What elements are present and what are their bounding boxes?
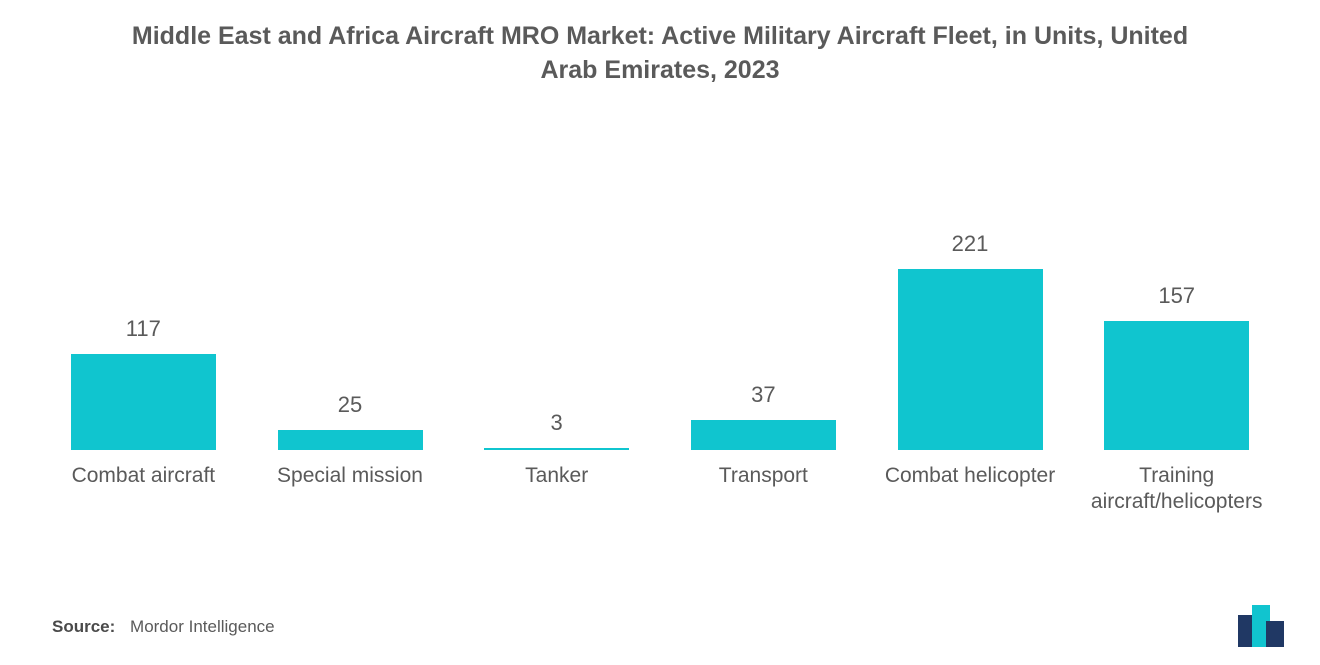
chart-title: Middle East and Africa Aircraft MRO Mark… (0, 0, 1320, 88)
bar-value-label: 157 (1158, 283, 1195, 309)
bar-slot: 157 (1083, 283, 1270, 450)
x-axis-label: Combat aircraft (50, 455, 237, 540)
chart-area: 117 25 3 37 221 157 Combat aircraft Spec… (40, 140, 1280, 540)
bar-rect (71, 354, 216, 450)
x-axis-label: Combat helicopter (877, 455, 1064, 540)
bars-container: 117 25 3 37 221 157 (40, 150, 1280, 450)
bar-value-label: 25 (338, 392, 362, 418)
bar-slot: 3 (463, 410, 650, 450)
x-axis-labels: Combat aircraft Special mission Tanker T… (40, 455, 1280, 540)
bar-rect (484, 448, 629, 450)
bar-rect (278, 430, 423, 451)
bar-slot: 221 (877, 231, 1064, 450)
bar-value-label: 221 (952, 231, 989, 257)
bar-rect (691, 420, 836, 450)
bar-rect (1104, 321, 1249, 450)
bar-slot: 37 (670, 382, 857, 450)
x-axis-label: Training aircraft/helicopters (1083, 455, 1270, 540)
bar-value-label: 37 (751, 382, 775, 408)
x-axis-label: Special mission (257, 455, 444, 540)
source-attribution: Source: Mordor Intelligence (52, 617, 275, 637)
x-axis-label: Transport (670, 455, 857, 540)
logo-bar-3 (1266, 621, 1284, 647)
source-label: Source: (52, 617, 115, 636)
source-text: Mordor Intelligence (130, 617, 275, 636)
bar-slot: 117 (50, 316, 237, 450)
bar-slot: 25 (257, 392, 444, 451)
bar-value-label: 117 (126, 316, 161, 342)
bar-rect (898, 269, 1043, 450)
bar-value-label: 3 (551, 410, 563, 436)
mordor-logo-icon (1232, 605, 1292, 647)
x-axis-label: Tanker (463, 455, 650, 540)
